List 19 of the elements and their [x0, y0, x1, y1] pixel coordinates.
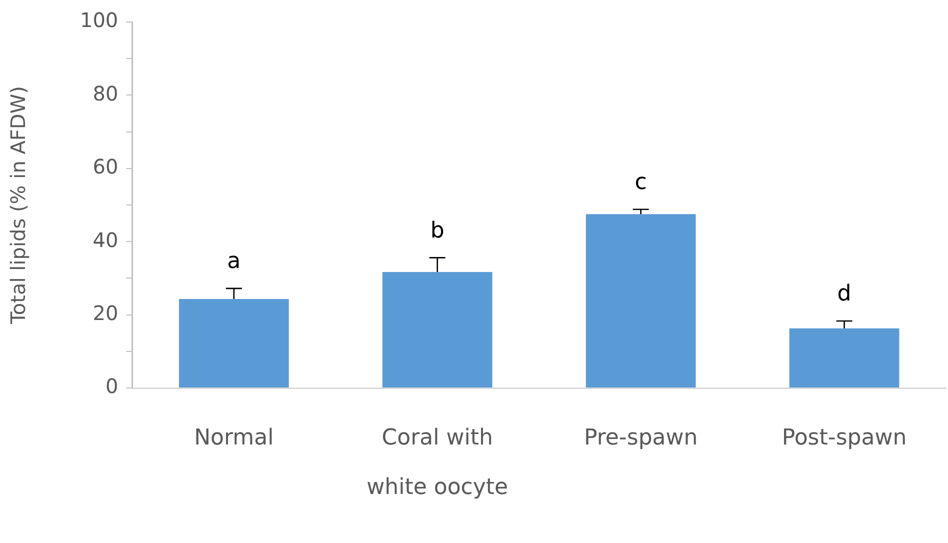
x-tick-label: Post-spawn [782, 425, 907, 450]
y-tick-label: 100 [80, 8, 118, 32]
annotation: c [634, 170, 647, 196]
y-tick-label: 60 [92, 154, 118, 179]
annotation: a [227, 249, 241, 274]
y-tick-label: 20 [92, 301, 118, 326]
bar [382, 272, 492, 388]
bar [178, 299, 289, 388]
annotation: b [430, 218, 444, 244]
y-tick-label: 80 [92, 81, 118, 106]
x-tick-label: Coral with white oocyte [366, 425, 508, 500]
x-tick-label: Normal [194, 425, 274, 450]
bar [789, 328, 900, 388]
x-tick-label: Pre-spawn [584, 425, 698, 450]
annotation: d [837, 282, 852, 307]
bar [586, 214, 696, 388]
y-tick-label: 40 [92, 228, 118, 252]
y-axis-title: Total lipids (% in AFDW) [6, 86, 30, 325]
y-tick-label: 0 [105, 374, 118, 398]
